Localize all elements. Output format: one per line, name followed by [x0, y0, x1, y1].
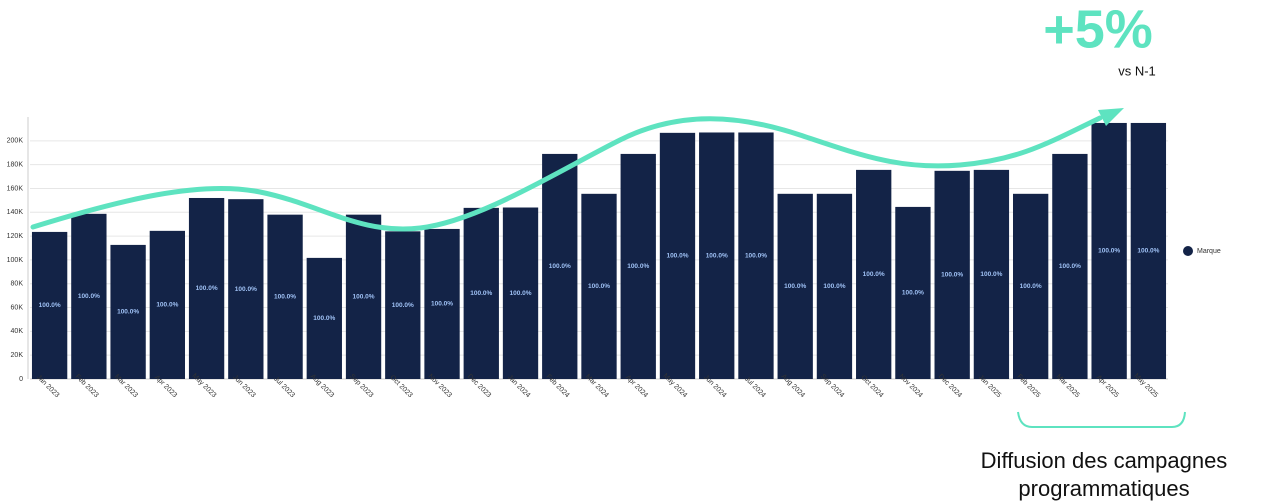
y-tick-label: 60K: [11, 304, 24, 311]
data-label: 100.0%: [313, 315, 335, 322]
bar: [1130, 122, 1167, 380]
bar: [581, 193, 617, 379]
data-label: 100.0%: [1059, 263, 1081, 270]
bar: [306, 257, 342, 379]
data-label: 100.0%: [1137, 248, 1159, 255]
bar: [620, 153, 656, 379]
data-label: 100.0%: [784, 283, 806, 290]
y-tick-label: 20K: [11, 352, 24, 359]
bar: [188, 197, 225, 379]
data-label: 100.0%: [706, 252, 728, 259]
bracket: [1017, 411, 1186, 428]
y-tick-label: 120K: [7, 233, 24, 240]
bar: [267, 214, 303, 379]
trend-arrowhead: [1098, 108, 1124, 126]
bar: [149, 230, 186, 379]
bar: [502, 207, 539, 379]
bar: [699, 132, 735, 379]
data-label: 100.0%: [39, 302, 61, 309]
data-label: 100.0%: [1020, 283, 1042, 290]
headline-sub: vs N-1: [1118, 63, 1156, 78]
y-tick-label: 180K: [7, 161, 24, 168]
y-tick-label: 40K: [11, 328, 24, 335]
data-label: 100.0%: [353, 294, 375, 301]
bar: [934, 170, 970, 379]
data-label: 100.0%: [392, 302, 414, 309]
data-label: 100.0%: [588, 283, 610, 290]
plot-area: 0 20K 40K 60K 80K 100K 120K 140K 160K 180K 200K 100…: [7, 117, 1221, 399]
bar: [1052, 153, 1088, 379]
bar: [895, 206, 931, 379]
bracket-text: Diffusion des campagnes: [981, 448, 1228, 473]
bar: [1091, 122, 1127, 380]
data-label: 100.0%: [823, 283, 845, 290]
data-label: 100.0%: [470, 290, 492, 297]
legend-label: Marque: [1197, 248, 1221, 255]
y-tick-label: 100K: [7, 257, 24, 264]
data-label: 100.0%: [863, 271, 885, 278]
legend-marker: [1183, 246, 1193, 256]
y-tick-label: 80K: [11, 281, 24, 288]
bar: [777, 193, 813, 379]
data-label: 100.0%: [431, 301, 453, 308]
bar: [542, 153, 578, 379]
data-label: 100.0%: [78, 293, 100, 300]
data-label: 100.0%: [549, 263, 571, 270]
data-label: 100.0%: [509, 290, 531, 297]
data-label: 100.0%: [627, 263, 649, 270]
bar: [228, 199, 264, 379]
data-label: 100.0%: [666, 253, 688, 260]
bar: [659, 132, 696, 379]
bar: [71, 213, 107, 379]
data-label: 100.0%: [156, 302, 178, 309]
y-tick-label: 0: [19, 376, 23, 383]
data-label: 100.0%: [235, 286, 257, 293]
bar: [424, 228, 460, 379]
data-label: 100.0%: [902, 290, 924, 297]
data-label: 100.0%: [1098, 248, 1120, 255]
bar: [856, 169, 892, 379]
data-label: 100.0%: [274, 294, 296, 301]
y-tick-label: 160K: [7, 185, 24, 192]
data-label: 100.0%: [745, 252, 767, 259]
bracket-text: programmatiques: [1018, 476, 1189, 501]
data-label: 100.0%: [196, 285, 218, 292]
headline: +5%: [1043, 0, 1153, 59]
bar: [31, 231, 68, 379]
bar: [463, 207, 499, 379]
data-label: 100.0%: [941, 272, 963, 279]
bar: [973, 169, 1010, 379]
bar: [1012, 193, 1049, 379]
data-label: 100.0%: [980, 271, 1002, 278]
y-tick-label: 140K: [7, 209, 24, 216]
bar: [110, 244, 146, 379]
bar: [345, 214, 382, 379]
y-tick-label: 200K: [7, 138, 24, 145]
bar: [385, 231, 421, 379]
data-label: 100.0%: [117, 309, 139, 316]
bar: [816, 193, 853, 379]
trend-curve: [30, 115, 1103, 232]
bar: [738, 132, 774, 379]
